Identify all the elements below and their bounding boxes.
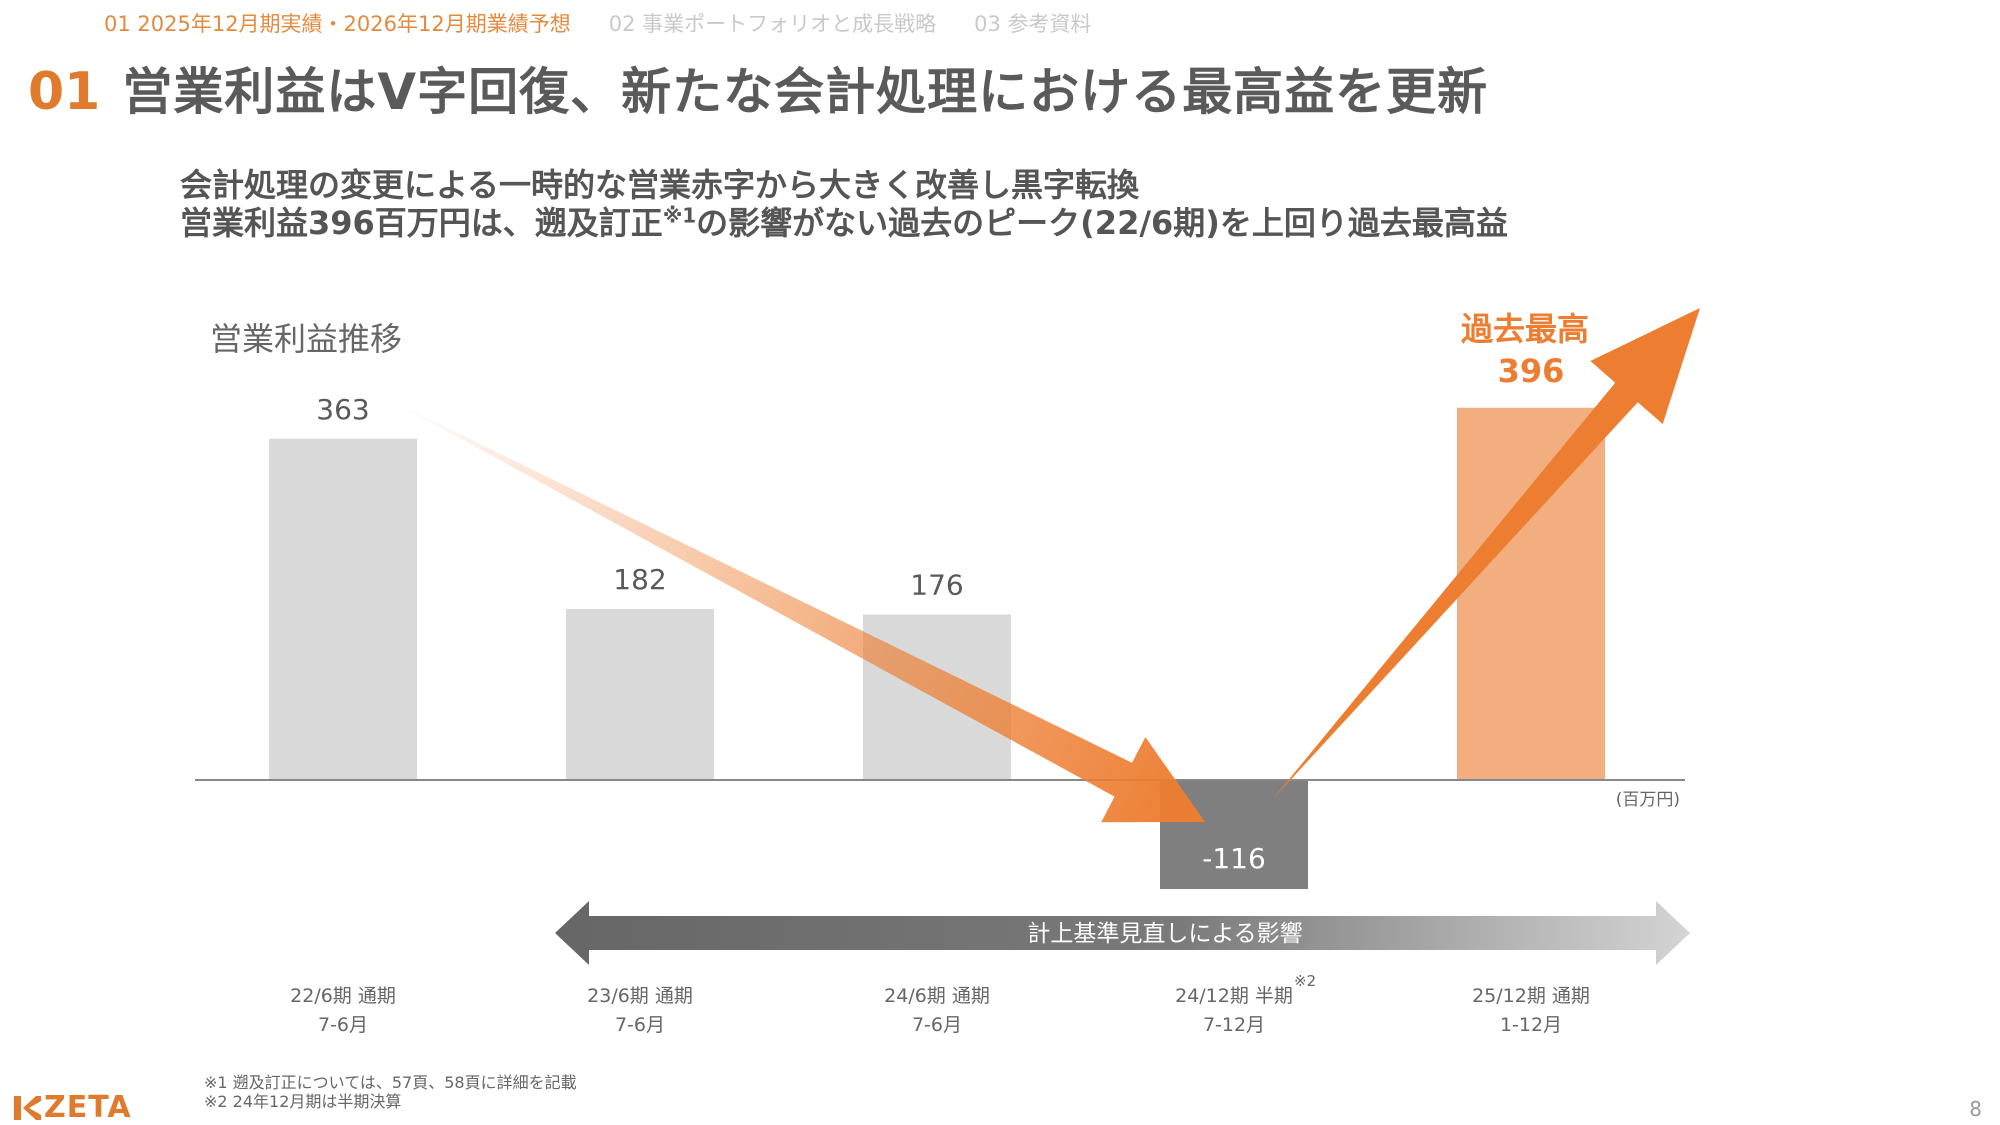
bar-value-label-3: 176 (910, 569, 963, 602)
subtitle-footnote-ref: ※1 (662, 203, 697, 228)
record-high-label: 過去最高 (1461, 310, 1589, 348)
bar-value-label-2: 182 (613, 563, 666, 596)
subtitle-line-2-tail: の影響がない過去のピーク(22/6期)を上回り過去最高益 (696, 204, 1508, 242)
range-arrow-label: 計上基準見直しによる影響 (1027, 921, 1302, 947)
subtitle-line-1: 会計処理の変更による一時的な営業赤字から大きく改善し黒字転換 (180, 166, 1140, 204)
subtitle-line-2: 営業利益396百万円は、遡及訂正※1の影響がない過去のピーク(22/6期)を上回… (180, 198, 1508, 244)
bar-5 (1457, 407, 1605, 780)
nav-item-strategy[interactable]: 02 事業ポートフォリオと成長戦略 (608, 12, 937, 36)
x-label-months-2: 7-6月 (615, 1014, 665, 1036)
x-label-months-1: 7-6月 (318, 1014, 368, 1036)
chart-title: 営業利益推移 (210, 320, 402, 358)
page-heading: 01 営業利益はV字回復、新たな会計処理における最高益を更新 (28, 52, 1488, 124)
bar-2 (566, 608, 714, 780)
range-arrow (555, 901, 1690, 965)
x-label-period-4: 24/12期 半期 (1175, 985, 1293, 1007)
x-label-period-1: 22/6期 通期 (290, 985, 396, 1007)
bar-1 (269, 438, 417, 780)
x-label-period-2: 23/6期 通期 (587, 985, 693, 1007)
x-label-months-4: 7-12月 (1203, 1014, 1265, 1036)
x-label-period-3: 24/6期 通期 (884, 985, 990, 1007)
x-label-note-4: ※2 (1294, 972, 1316, 990)
x-label-period-5: 25/12期 通期 (1472, 985, 1590, 1007)
bar-value-label-1: 363 (316, 393, 369, 426)
page-title: 営業利益はV字回復、新たな会計処理における最高益を更新 (122, 63, 1489, 121)
section-nav: 01 2025年12月期実績・2026年12月期業績予想 02 事業ポートフォリ… (104, 8, 1092, 38)
footnote-2: ※2 24年12月期は半期決算 (204, 1092, 402, 1111)
unit-label: (百万円) (1616, 790, 1680, 810)
nav-item-reference[interactable]: 03 参考資料 (974, 12, 1092, 36)
logo-text: ZETA (44, 1090, 132, 1125)
x-label-months-5: 1-12月 (1500, 1014, 1562, 1036)
nav-item-results[interactable]: 01 2025年12月期実績・2026年12月期業績予想 (104, 12, 571, 36)
subtitle-line-2-text: 営業利益396百万円は、遡及訂正 (180, 204, 663, 242)
bar-value-label-5: 396 (1498, 352, 1565, 390)
x-label-months-3: 7-6月 (912, 1014, 962, 1036)
page-number: 8 (1969, 1097, 1982, 1121)
recovery-trend-arrow (1272, 308, 1700, 800)
section-number: 01 (28, 62, 101, 122)
decline-trend-arrow (390, 400, 1205, 823)
company-logo: ZETA (12, 1090, 132, 1125)
bar-value-label-4: -116 (1202, 842, 1266, 875)
footnote-1: ※1 遡及訂正については、57頁、58頁に詳細を記載 (204, 1073, 577, 1092)
zeta-logo-icon (14, 1095, 41, 1120)
